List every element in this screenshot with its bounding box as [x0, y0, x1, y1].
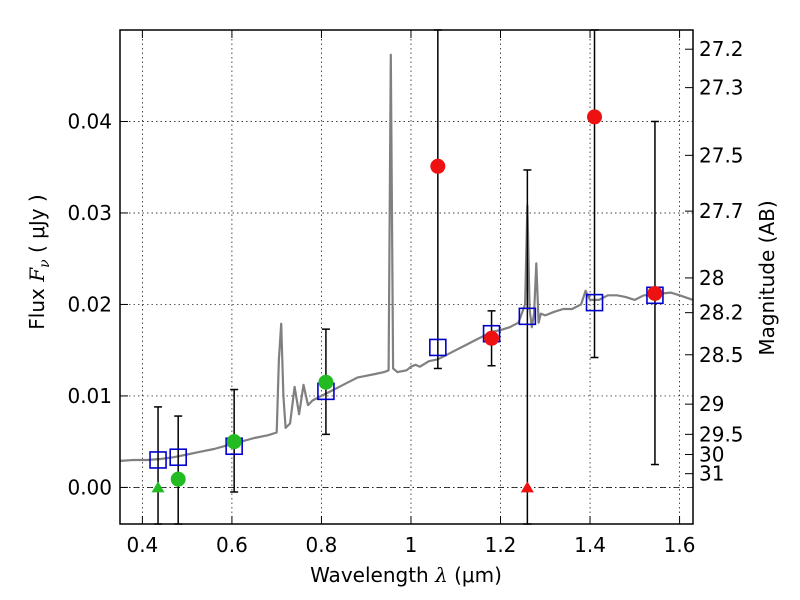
mag-tick-label: 29.5: [699, 422, 744, 446]
x-tick-label: 1: [405, 533, 418, 557]
y-axis-symbol: F: [25, 267, 49, 283]
mag-tick-label: 30: [699, 442, 724, 466]
errorbar-layer: [154, 29, 659, 525]
upper-limit-triangle: [520, 481, 534, 493]
y2-axis-title: Magnitude (AB): [755, 200, 779, 355]
x-axis-symbol: λ: [434, 563, 448, 587]
x-tick-label: 0.4: [126, 533, 158, 557]
mag-tick-label: 27.2: [699, 37, 744, 61]
model-square: [149, 451, 167, 469]
x-tick-label: 1.6: [664, 533, 696, 557]
mag-tick-label: 27.7: [699, 199, 744, 223]
mag-tick-label: 28.5: [699, 343, 744, 367]
marker-layer: [149, 109, 664, 493]
x-tick-label: 1.2: [485, 533, 517, 557]
model-square: [518, 307, 537, 326]
y-tick-label: 0.02: [67, 292, 112, 316]
x-tick-label: 0.8: [306, 533, 338, 557]
mag-tick-label: 28: [699, 266, 724, 290]
mag-tick-label: 28.2: [699, 301, 744, 325]
observed-point: [587, 109, 603, 125]
tick-layer: [120, 30, 693, 524]
x-tick-label: 1.4: [574, 533, 606, 557]
x-tick-label: 0.6: [216, 533, 248, 557]
observed-point: [484, 330, 500, 346]
plot-frame: [119, 29, 694, 525]
spectrum-line: [119, 53, 694, 462]
y-axis-title: Flux Fν ( μJy ): [25, 194, 53, 329]
y-tick-label: 0.03: [67, 201, 112, 225]
observed-point: [430, 158, 446, 174]
y-tick-label: 0.04: [67, 109, 112, 133]
y-tick-label: 0.00: [67, 475, 112, 499]
observed-point: [318, 374, 334, 390]
x-axis-title: Wavelength λ (μm): [310, 563, 502, 587]
spectrum-layer: [119, 53, 694, 462]
mag-tick-label: 27.5: [699, 143, 744, 167]
mag-tick-label: 27.3: [699, 76, 744, 100]
observed-point: [647, 285, 663, 301]
model-square: [585, 293, 604, 312]
model-square: [169, 448, 187, 467]
mag-tick-label: 29: [699, 392, 724, 416]
y-axis-subscript: ν: [37, 259, 53, 268]
upper-limit-triangle: [151, 481, 165, 493]
observed-point: [170, 471, 186, 487]
mag-tick-label: 31: [699, 462, 724, 486]
y-tick-label: 0.01: [67, 384, 112, 408]
observed-point: [226, 434, 242, 450]
model-square: [429, 338, 447, 357]
tick-labels: 0.4 0.6 0.8 1 1.2 1.4 1.6 0.00 0.01 0.02 0.03 0.04 2…: [67, 37, 743, 557]
